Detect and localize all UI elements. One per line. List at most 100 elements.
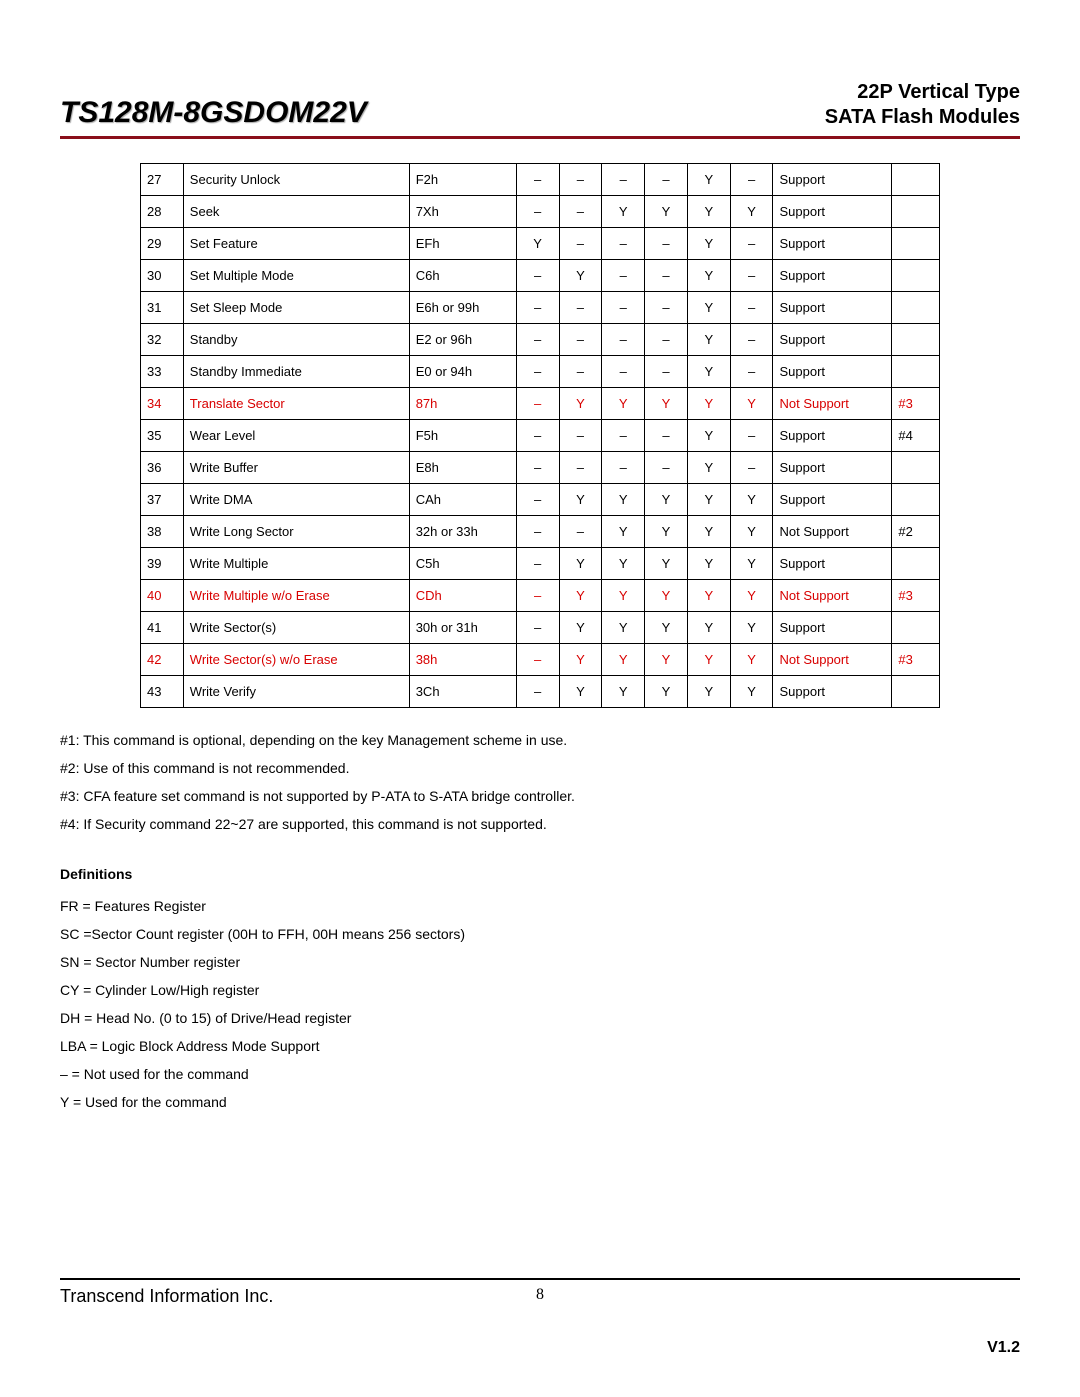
- support-status: Support: [773, 548, 892, 580]
- flag-fr: –: [516, 196, 559, 228]
- flag-fr: Y: [516, 228, 559, 260]
- flag-dh: Y: [687, 484, 730, 516]
- command-code: 32h or 33h: [409, 516, 516, 548]
- flag-lba: –: [730, 356, 773, 388]
- table-row: 38Write Long Sector32h or 33h––YYYYNot S…: [141, 516, 940, 548]
- flag-cy: Y: [645, 612, 688, 644]
- flag-sn: –: [602, 452, 645, 484]
- row-note: [892, 484, 940, 516]
- flag-lba: Y: [730, 644, 773, 676]
- definition-line: Y = Used for the command: [60, 1088, 1020, 1116]
- flag-dh: Y: [687, 644, 730, 676]
- row-number: 28: [141, 196, 184, 228]
- flag-fr: –: [516, 388, 559, 420]
- flag-sn: –: [602, 164, 645, 196]
- flag-dh: Y: [687, 580, 730, 612]
- definition-line: FR = Features Register: [60, 892, 1020, 920]
- version-label: V1.2: [987, 1339, 1020, 1357]
- product-type: 22P Vertical Type SATA Flash Modules: [825, 80, 1020, 130]
- flag-sn: Y: [602, 516, 645, 548]
- product-type-line1: 22P Vertical Type: [825, 80, 1020, 105]
- flag-sc: –: [559, 516, 602, 548]
- flag-lba: –: [730, 164, 773, 196]
- flag-sn: –: [602, 228, 645, 260]
- table-row: 43Write Verify3Ch–YYYYYSupport: [141, 676, 940, 708]
- command-name: Standby Immediate: [183, 356, 409, 388]
- flag-fr: –: [516, 676, 559, 708]
- row-number: 30: [141, 260, 184, 292]
- table-row: 28Seek7Xh––YYYYSupport: [141, 196, 940, 228]
- flag-sn: –: [602, 260, 645, 292]
- flag-sn: Y: [602, 644, 645, 676]
- table-row: 39Write MultipleC5h–YYYYYSupport: [141, 548, 940, 580]
- row-number: 35: [141, 420, 184, 452]
- flag-lba: Y: [730, 388, 773, 420]
- flag-sc: Y: [559, 548, 602, 580]
- row-number: 38: [141, 516, 184, 548]
- flag-cy: –: [645, 324, 688, 356]
- command-name: Security Unlock: [183, 164, 409, 196]
- flag-cy: Y: [645, 196, 688, 228]
- flag-sc: Y: [559, 580, 602, 612]
- flag-dh: Y: [687, 388, 730, 420]
- row-number: 37: [141, 484, 184, 516]
- flag-fr: –: [516, 260, 559, 292]
- flag-sc: –: [559, 164, 602, 196]
- table-row: 32StandbyE2 or 96h––––Y–Support: [141, 324, 940, 356]
- flag-dh: Y: [687, 548, 730, 580]
- support-status: Support: [773, 228, 892, 260]
- table-row: 37Write DMACAh–YYYYYSupport: [141, 484, 940, 516]
- definition-line: CY = Cylinder Low/High register: [60, 976, 1020, 1004]
- flag-lba: –: [730, 228, 773, 260]
- command-name: Wear Level: [183, 420, 409, 452]
- flag-dh: Y: [687, 420, 730, 452]
- flag-lba: Y: [730, 612, 773, 644]
- command-code: E8h: [409, 452, 516, 484]
- footnote-line: #1: This command is optional, depending …: [60, 726, 1020, 754]
- flag-sc: Y: [559, 676, 602, 708]
- flag-sn: Y: [602, 676, 645, 708]
- flag-cy: Y: [645, 580, 688, 612]
- flag-fr: –: [516, 420, 559, 452]
- row-note: [892, 548, 940, 580]
- command-name: Write Multiple: [183, 548, 409, 580]
- support-status: Support: [773, 676, 892, 708]
- row-note: #3: [892, 580, 940, 612]
- row-number: 42: [141, 644, 184, 676]
- row-note: [892, 676, 940, 708]
- command-code: 38h: [409, 644, 516, 676]
- flag-cy: –: [645, 292, 688, 324]
- product-type-line2: SATA Flash Modules: [825, 105, 1020, 130]
- flag-cy: Y: [645, 644, 688, 676]
- table-row: 34Translate Sector87h–YYYYYNot Support#3: [141, 388, 940, 420]
- flag-sn: Y: [602, 580, 645, 612]
- support-status: Support: [773, 612, 892, 644]
- row-note: [892, 260, 940, 292]
- command-code: C5h: [409, 548, 516, 580]
- flag-fr: –: [516, 612, 559, 644]
- support-status: Support: [773, 164, 892, 196]
- flag-sn: –: [602, 324, 645, 356]
- flag-cy: Y: [645, 388, 688, 420]
- flag-lba: Y: [730, 548, 773, 580]
- flag-fr: –: [516, 452, 559, 484]
- row-number: 31: [141, 292, 184, 324]
- row-number: 34: [141, 388, 184, 420]
- command-code: E2 or 96h: [409, 324, 516, 356]
- definition-line: – = Not used for the command: [60, 1060, 1020, 1088]
- flag-lba: Y: [730, 484, 773, 516]
- command-code: E0 or 94h: [409, 356, 516, 388]
- table-row: 35Wear LevelF5h––––Y–Support#4: [141, 420, 940, 452]
- flag-sc: Y: [559, 484, 602, 516]
- footnote-line: #4: If Security command 22~27 are suppor…: [60, 810, 1020, 838]
- flag-lba: Y: [730, 580, 773, 612]
- flag-cy: –: [645, 356, 688, 388]
- command-code: C6h: [409, 260, 516, 292]
- command-code: 87h: [409, 388, 516, 420]
- row-note: #4: [892, 420, 940, 452]
- command-name: Set Sleep Mode: [183, 292, 409, 324]
- command-table-wrap: 27Security UnlockF2h––––Y–Support28Seek7…: [140, 163, 940, 708]
- flag-sc: –: [559, 452, 602, 484]
- flag-sn: Y: [602, 196, 645, 228]
- table-row: 41Write Sector(s)30h or 31h–YYYYYSupport: [141, 612, 940, 644]
